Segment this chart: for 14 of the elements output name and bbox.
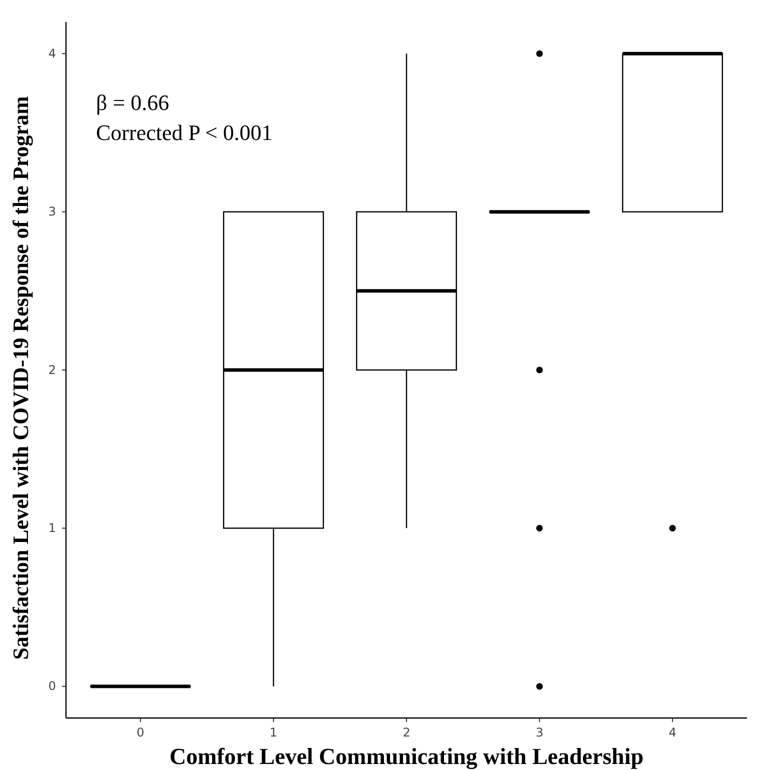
x-tick-label: 1 bbox=[270, 726, 278, 740]
y-tick-label: 2 bbox=[48, 362, 56, 377]
y-tick-label: 3 bbox=[48, 204, 56, 219]
y-tick-label: 0 bbox=[48, 679, 56, 694]
x-tick-label: 0 bbox=[136, 726, 144, 740]
x-axis-title: Comfort Level Communicating with Leadership bbox=[169, 744, 644, 770]
x-tick-label: 2 bbox=[402, 726, 410, 740]
annotation: β = 0.66 bbox=[96, 90, 170, 115]
x-tick-label: 4 bbox=[668, 726, 676, 740]
y-tick-label: 4 bbox=[48, 46, 56, 60]
x-tick-label: 3 bbox=[536, 726, 544, 740]
y-axis-title: Satisfaction Level with COVID-19 Response of the Program bbox=[8, 96, 33, 660]
y-tick-label: 1 bbox=[48, 521, 56, 536]
annotation: Corrected P < 0.001 bbox=[96, 120, 273, 145]
